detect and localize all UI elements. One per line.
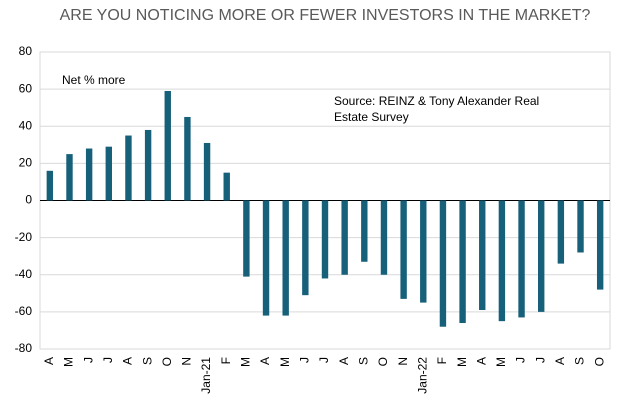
y-tick-label: 20 [19, 156, 33, 170]
bar [105, 146, 112, 201]
x-tick-label: A [474, 357, 488, 365]
bar [518, 200, 525, 318]
bar [459, 200, 466, 324]
bar [361, 200, 368, 262]
bar [66, 154, 73, 201]
bar [380, 200, 388, 275]
y-axis-note: Net % more [62, 73, 126, 87]
x-tick-label: N [180, 357, 194, 366]
bar [223, 172, 230, 201]
chart-title: ARE YOU NOTICING MORE OR FEWER INVESTORS… [59, 7, 591, 24]
x-tick-label: M [239, 357, 253, 367]
x-tick-label: S [573, 357, 587, 365]
x-tick-label: M [278, 357, 292, 367]
y-tick-label: -20 [15, 230, 33, 244]
x-tick-label: A [42, 357, 56, 365]
bar [46, 170, 54, 201]
bar [203, 142, 211, 201]
bar [302, 200, 309, 296]
bar [577, 200, 584, 253]
bar [85, 148, 93, 201]
bar [538, 200, 545, 312]
x-tick-label: F [219, 357, 233, 364]
y-tick-label: 40 [19, 118, 33, 132]
x-tick-label: J [101, 357, 115, 363]
bar [262, 200, 270, 316]
x-tick-label: O [160, 357, 174, 366]
x-tick-label: O [592, 357, 606, 366]
x-tick-label: J [533, 357, 547, 363]
x-tick-label: J [317, 357, 331, 363]
x-tick-label: S [356, 357, 370, 365]
bar [557, 200, 565, 264]
bar [144, 129, 152, 201]
bar [282, 200, 289, 316]
bar [498, 200, 506, 322]
bar [184, 116, 191, 201]
bar [400, 200, 407, 299]
bar [439, 200, 447, 327]
bar [479, 200, 486, 311]
x-tick-label: J [298, 357, 312, 363]
y-tick-label: -40 [15, 267, 33, 281]
x-tick-label: Jan-21 [199, 357, 213, 394]
x-tick-label: M [494, 357, 508, 367]
x-tick-label: O [376, 357, 390, 366]
x-tick-label: F [435, 357, 449, 364]
bar [125, 135, 132, 201]
x-tick-label: A [337, 357, 351, 365]
bar [243, 200, 250, 277]
y-tick-label: 60 [19, 81, 33, 95]
x-tick-label: J [514, 357, 528, 363]
x-tick-label: J [81, 357, 95, 363]
bar [420, 200, 427, 303]
y-tick-label: 80 [19, 44, 33, 58]
bar [321, 200, 329, 279]
y-tick-label: 0 [25, 193, 32, 207]
x-tick-label: M [455, 357, 469, 367]
y-tick-label: -80 [15, 341, 33, 355]
x-tick-label: M [62, 357, 76, 367]
source-note: Source: REINZ & Tony Alexander Real Esta… [334, 94, 540, 124]
x-tick-label: A [553, 357, 567, 365]
bar [341, 200, 348, 275]
y-tick-label: -60 [15, 304, 33, 318]
x-tick-label: A [121, 357, 135, 365]
x-tick-label: N [396, 357, 410, 366]
x-tick-label: Jan-22 [415, 357, 429, 394]
bar [164, 90, 171, 201]
x-tick-label: A [258, 357, 272, 365]
x-tick-label: S [140, 357, 154, 365]
bar [596, 200, 604, 290]
